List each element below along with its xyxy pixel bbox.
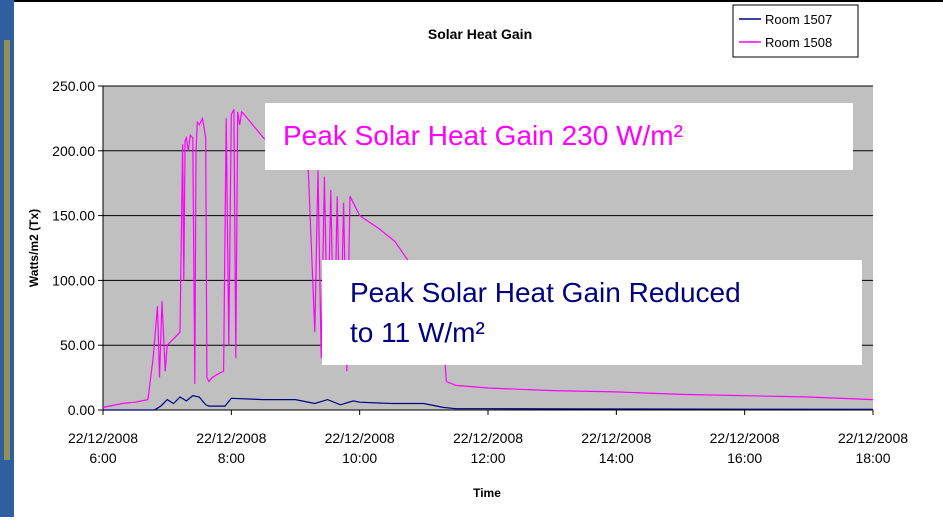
series-line [103,395,874,411]
x-axis-label: Time [473,486,501,500]
annotation-text: Peak Solar Heat Gain Reduced [350,277,741,308]
annotation-text: to 11 W/m² [350,317,485,348]
y-tick-label: 50.00 [60,337,95,353]
annotation-box [265,103,853,170]
legend-label: Room 1507 [765,12,832,27]
x-tick-label: 22/12/2008 14:00 [581,430,651,466]
x-tick-label: 22/12/2008 10:00 [325,430,395,466]
y-tick-label: 0.00 [68,402,95,418]
y-tick-label: 250.00 [52,78,95,94]
x-tick-label: 22/12/2008 18:00 [838,430,908,466]
y-tick-label: 200.00 [52,143,95,159]
x-tick-label: 22/12/2008 6:00 [68,430,138,466]
x-tick-label: 22/12/2008 16:00 [710,430,780,466]
y-axis-label: Watts/m2 (Tx) [27,209,41,287]
x-tick-label: 22/12/2008 8:00 [196,430,266,466]
x-tick-label: 22/12/2008 12:00 [453,430,523,466]
y-tick-label: 150.00 [52,208,95,224]
chart-title: Solar Heat Gain [428,26,532,42]
annotation-text: Peak Solar Heat Gain 230 W/m² [283,120,683,151]
side-strip-accent [4,40,10,460]
annotation-box [322,260,862,365]
legend-label: Room 1508 [765,35,832,50]
legend-box [732,4,859,58]
y-tick-label: 100.00 [52,272,95,288]
